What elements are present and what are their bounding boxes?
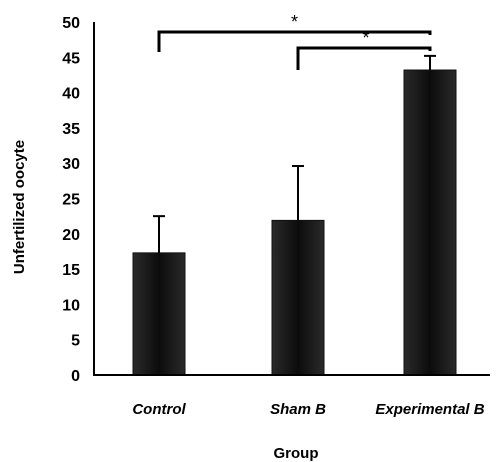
y-tick-label: 40 [62, 86, 80, 103]
y-tick-label: 50 [62, 15, 80, 32]
y-tick-label: 10 [62, 297, 80, 314]
y-tick-label: 0 [71, 368, 80, 385]
bar-control [132, 252, 186, 376]
bars [132, 69, 457, 376]
x-axis-title: Group [274, 445, 319, 462]
significance-star: * [362, 28, 369, 48]
y-tick-label: 15 [62, 262, 80, 279]
y-tick-label: 30 [62, 156, 80, 173]
significance-bracket [157, 30, 432, 52]
bar-experimental-b [403, 69, 457, 376]
x-tick-label: Sham B [270, 401, 326, 418]
significance-star: * [291, 12, 298, 32]
y-tick-labels: 0 5 10 15 20 25 30 35 40 45 50 [62, 15, 80, 385]
y-tick-label: 25 [62, 192, 80, 209]
x-tick-label: Experimental B [375, 401, 484, 418]
significance-bracket [296, 46, 432, 70]
significance-brackets: ** [157, 12, 432, 70]
y-axis-title: Unfertilized oocyte [11, 140, 28, 274]
bar-sham-b [271, 219, 325, 376]
y-tick-label: 35 [62, 121, 80, 138]
x-tick-label: Control [132, 401, 186, 418]
error-bars [153, 54, 436, 253]
category-labels: Control Sham B Experimental B [132, 401, 484, 418]
y-tick-label: 20 [62, 227, 80, 244]
y-tick-label: 5 [71, 333, 80, 350]
y-tick-label: 45 [62, 50, 80, 67]
